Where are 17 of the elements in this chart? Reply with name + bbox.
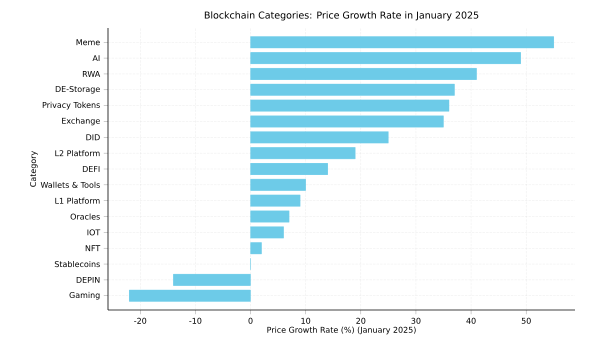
bar bbox=[250, 210, 290, 222]
bar bbox=[250, 84, 455, 96]
bar bbox=[129, 290, 251, 302]
bar bbox=[250, 52, 521, 64]
bar bbox=[250, 131, 389, 144]
bar bbox=[250, 100, 450, 112]
chart-title: Blockchain Categories: Price Growth Rate in January 2025 bbox=[204, 11, 478, 20]
bar bbox=[250, 147, 356, 160]
bar bbox=[250, 36, 554, 48]
bar bbox=[250, 242, 262, 254]
bar bbox=[173, 274, 251, 286]
bar bbox=[250, 163, 328, 175]
bar bbox=[250, 226, 284, 238]
bar bbox=[250, 178, 306, 191]
bar bbox=[250, 68, 477, 80]
bar bbox=[250, 194, 300, 207]
bar bbox=[250, 116, 444, 128]
